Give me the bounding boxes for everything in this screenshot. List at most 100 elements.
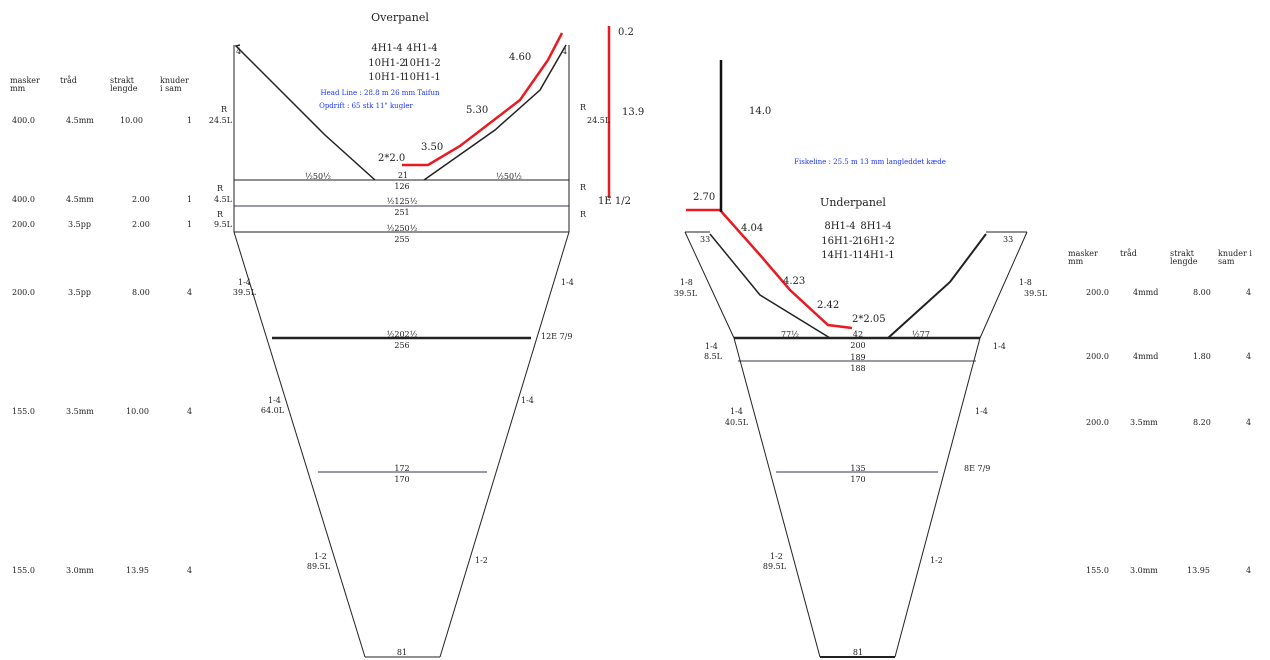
underpanel-spec-header-masker: masker mm (1068, 249, 1098, 266)
underpanel-mark-895l: 89.5L (762, 562, 786, 571)
underpanel-mesh-5: 14H1-1 (821, 250, 859, 261)
underpanel-rope-404: 4.04 (741, 223, 764, 234)
overpanel-left-taper (233, 231, 366, 658)
overpanel-mark-14-right-2: 1-4 (521, 396, 534, 405)
overpanel-mark-895l: 89.5L (306, 562, 330, 571)
underpanel-mark-14-left: 1-4 (705, 342, 718, 351)
overpanel-count-170: 170 (394, 475, 410, 484)
underpanel-mesh-4: 16H1-2 (857, 236, 895, 247)
overpanel-spec-row5-masker: 155.0 (12, 407, 35, 416)
underpanel-mark-12-left: 1-2 (770, 552, 783, 561)
overpanel-mark-4-left: 4 (236, 47, 242, 56)
overpanel-spec-row3-knuder: 1 (187, 220, 193, 229)
underpanel-title: Underpanel (820, 196, 886, 209)
underpanel-mesh-3: 16H1-2 (821, 236, 859, 247)
underpanel-mark-395l-left: 39.5L (673, 289, 697, 298)
overpanel-count-126: 126 (394, 182, 410, 191)
underpanel-mark-405l: 40.5L (724, 418, 748, 427)
overpanel-spec-row4-lengde: 8.00 (132, 288, 150, 297)
underpanel-count-left-77: 77½ (781, 330, 799, 339)
underpanel-right-taper (894, 337, 981, 658)
overpanel-mark-r2-right: R (580, 183, 587, 192)
overpanel-mark-395l: 39.5L (232, 288, 256, 297)
overpanel-vertical-top: 0.2 (618, 27, 634, 38)
overpanel-left-wing (234, 44, 376, 181)
overpanel-mark-12e79: 12E 7/9 (541, 332, 573, 341)
underpanel-count-81: 81 (852, 648, 864, 657)
underpanel-outline (684, 231, 1028, 658)
underpanel-mark-33-left: 33 (700, 235, 711, 244)
underpanel-count-200: 200 (850, 341, 866, 350)
overpanel-count-81: 81 (396, 648, 408, 657)
underpanel-spec-row2-trad: 4mmd (1133, 352, 1159, 361)
underpanel-mesh-1: 8H1-4 (824, 221, 856, 232)
overpanel-spec-row4-masker: 200.0 (12, 288, 35, 297)
underpanel-spec-row1-masker: 200.0 (1086, 288, 1109, 297)
underpanel-mark-14-right-2: 1-4 (975, 407, 988, 416)
overpanel-count-172: 172 (394, 464, 410, 473)
underpanel-right-wing (887, 233, 987, 339)
overpanel-mesh-1: 4H1-4 (371, 43, 403, 54)
underpanel-spec-row3-masker: 200.0 (1086, 418, 1109, 427)
overpanel-count-125: ½125½ (386, 197, 418, 206)
underpanel-mark-33-right: 33 (1003, 235, 1014, 244)
underpanel-rope-423: 4.23 (783, 276, 806, 287)
overpanel-spec-row1-knuder: 1 (187, 116, 193, 125)
overpanel-spec-header-strakt: strakt lengde (110, 76, 138, 93)
underpanel-spec-header-trad: tråd (1120, 249, 1137, 258)
overpanel-spec-row1-lengde: 10.00 (120, 116, 143, 125)
overpanel-float-note: Opdrift : 65 stk 11" kugler (319, 102, 413, 110)
overpanel-mark-r1-right: R (580, 103, 587, 112)
underpanel-spec-row4-lengde: 13.95 (1187, 566, 1210, 575)
underpanel-spec-row1-lengde: 8.00 (1193, 288, 1211, 297)
underpanel-mesh-6: 14H1-1 (857, 250, 895, 261)
overpanel-spec-header-knuder: knuder i sam (160, 76, 189, 93)
underpanel-spec-row3-trad: 3.5mm (1130, 418, 1158, 427)
overpanel-outline (233, 44, 570, 658)
overpanel-mark-12-left: 1-2 (314, 552, 327, 561)
overpanel-mesh-4: 10H1-2 (403, 58, 441, 69)
overpanel-spec-row3-lengde: 2.00 (132, 220, 150, 229)
underpanel-spec-header-knuder: knuder i sam (1218, 249, 1252, 266)
underpanel-mark-8e79: 8E 7/9 (964, 464, 991, 473)
overpanel-mark-r1-left: R (221, 105, 228, 114)
overpanel-headline-note: Head Line : 28.8 m 26 mm Taifun (320, 89, 440, 97)
overpanel-mesh-2: 4H1-4 (406, 43, 438, 54)
overpanel-rope-460: 4.60 (509, 52, 532, 63)
underpanel-spec-row3-lengde: 8.20 (1193, 418, 1211, 427)
overpanel-mark-640l: 64.0L (260, 406, 284, 415)
underpanel-mark-18-left: 1-8 (680, 278, 693, 287)
underpanel-count-42: 42 (852, 330, 864, 339)
underpanel-count-right-77: ½77 (912, 330, 930, 339)
underpanel-right-outer (979, 231, 1028, 339)
overpanel-mark-r3-left: R (217, 210, 224, 219)
underpanel-vertical-len: 14.0 (749, 106, 772, 117)
underpanel-count-170: 170 (850, 475, 866, 484)
underpanel-spec-row4-trad: 3.0mm (1130, 566, 1158, 575)
overpanel-count-250: ½250½ (386, 224, 418, 233)
overpanel-mark-14-right: 1-4 (561, 278, 574, 287)
overpanel-count-right-50: ½50½ (496, 172, 522, 181)
overpanel-mark-95l: 9.5L (213, 220, 232, 229)
underpanel-count-188: 188 (850, 364, 866, 373)
underpanel-footrope (686, 208, 853, 330)
overpanel-spec-row3-masker: 200.0 (12, 220, 35, 229)
overpanel-spec-row5-trad: 3.5mm (66, 407, 94, 416)
overpanel-spec-row6-trad: 3.0mm (66, 566, 94, 575)
underpanel-left-taper (733, 337, 821, 658)
underpanel-spec-row1-knuder: 4 (1246, 288, 1252, 297)
underpanel-spec-row4-masker: 155.0 (1086, 566, 1109, 575)
overpanel-spec-row6-knuder: 4 (187, 566, 193, 575)
underpanel-rope-242: 2.42 (817, 300, 840, 311)
underpanel-mark-12-right: 1-2 (930, 556, 943, 565)
underpanel-mark-14-right: 1-4 (993, 342, 1006, 351)
overpanel-mesh-6: 10H1-1 (403, 72, 441, 83)
overpanel-title: Overpanel (371, 11, 429, 24)
overpanel-count-21: 21 (397, 171, 409, 180)
overpanel-count-255: 255 (394, 235, 410, 244)
underpanel-mark-18-right: 1-8 (1019, 278, 1032, 287)
underpanel-mark-14-left-2: 1-4 (730, 407, 743, 416)
overpanel-count-202: ½202½ (386, 330, 418, 339)
